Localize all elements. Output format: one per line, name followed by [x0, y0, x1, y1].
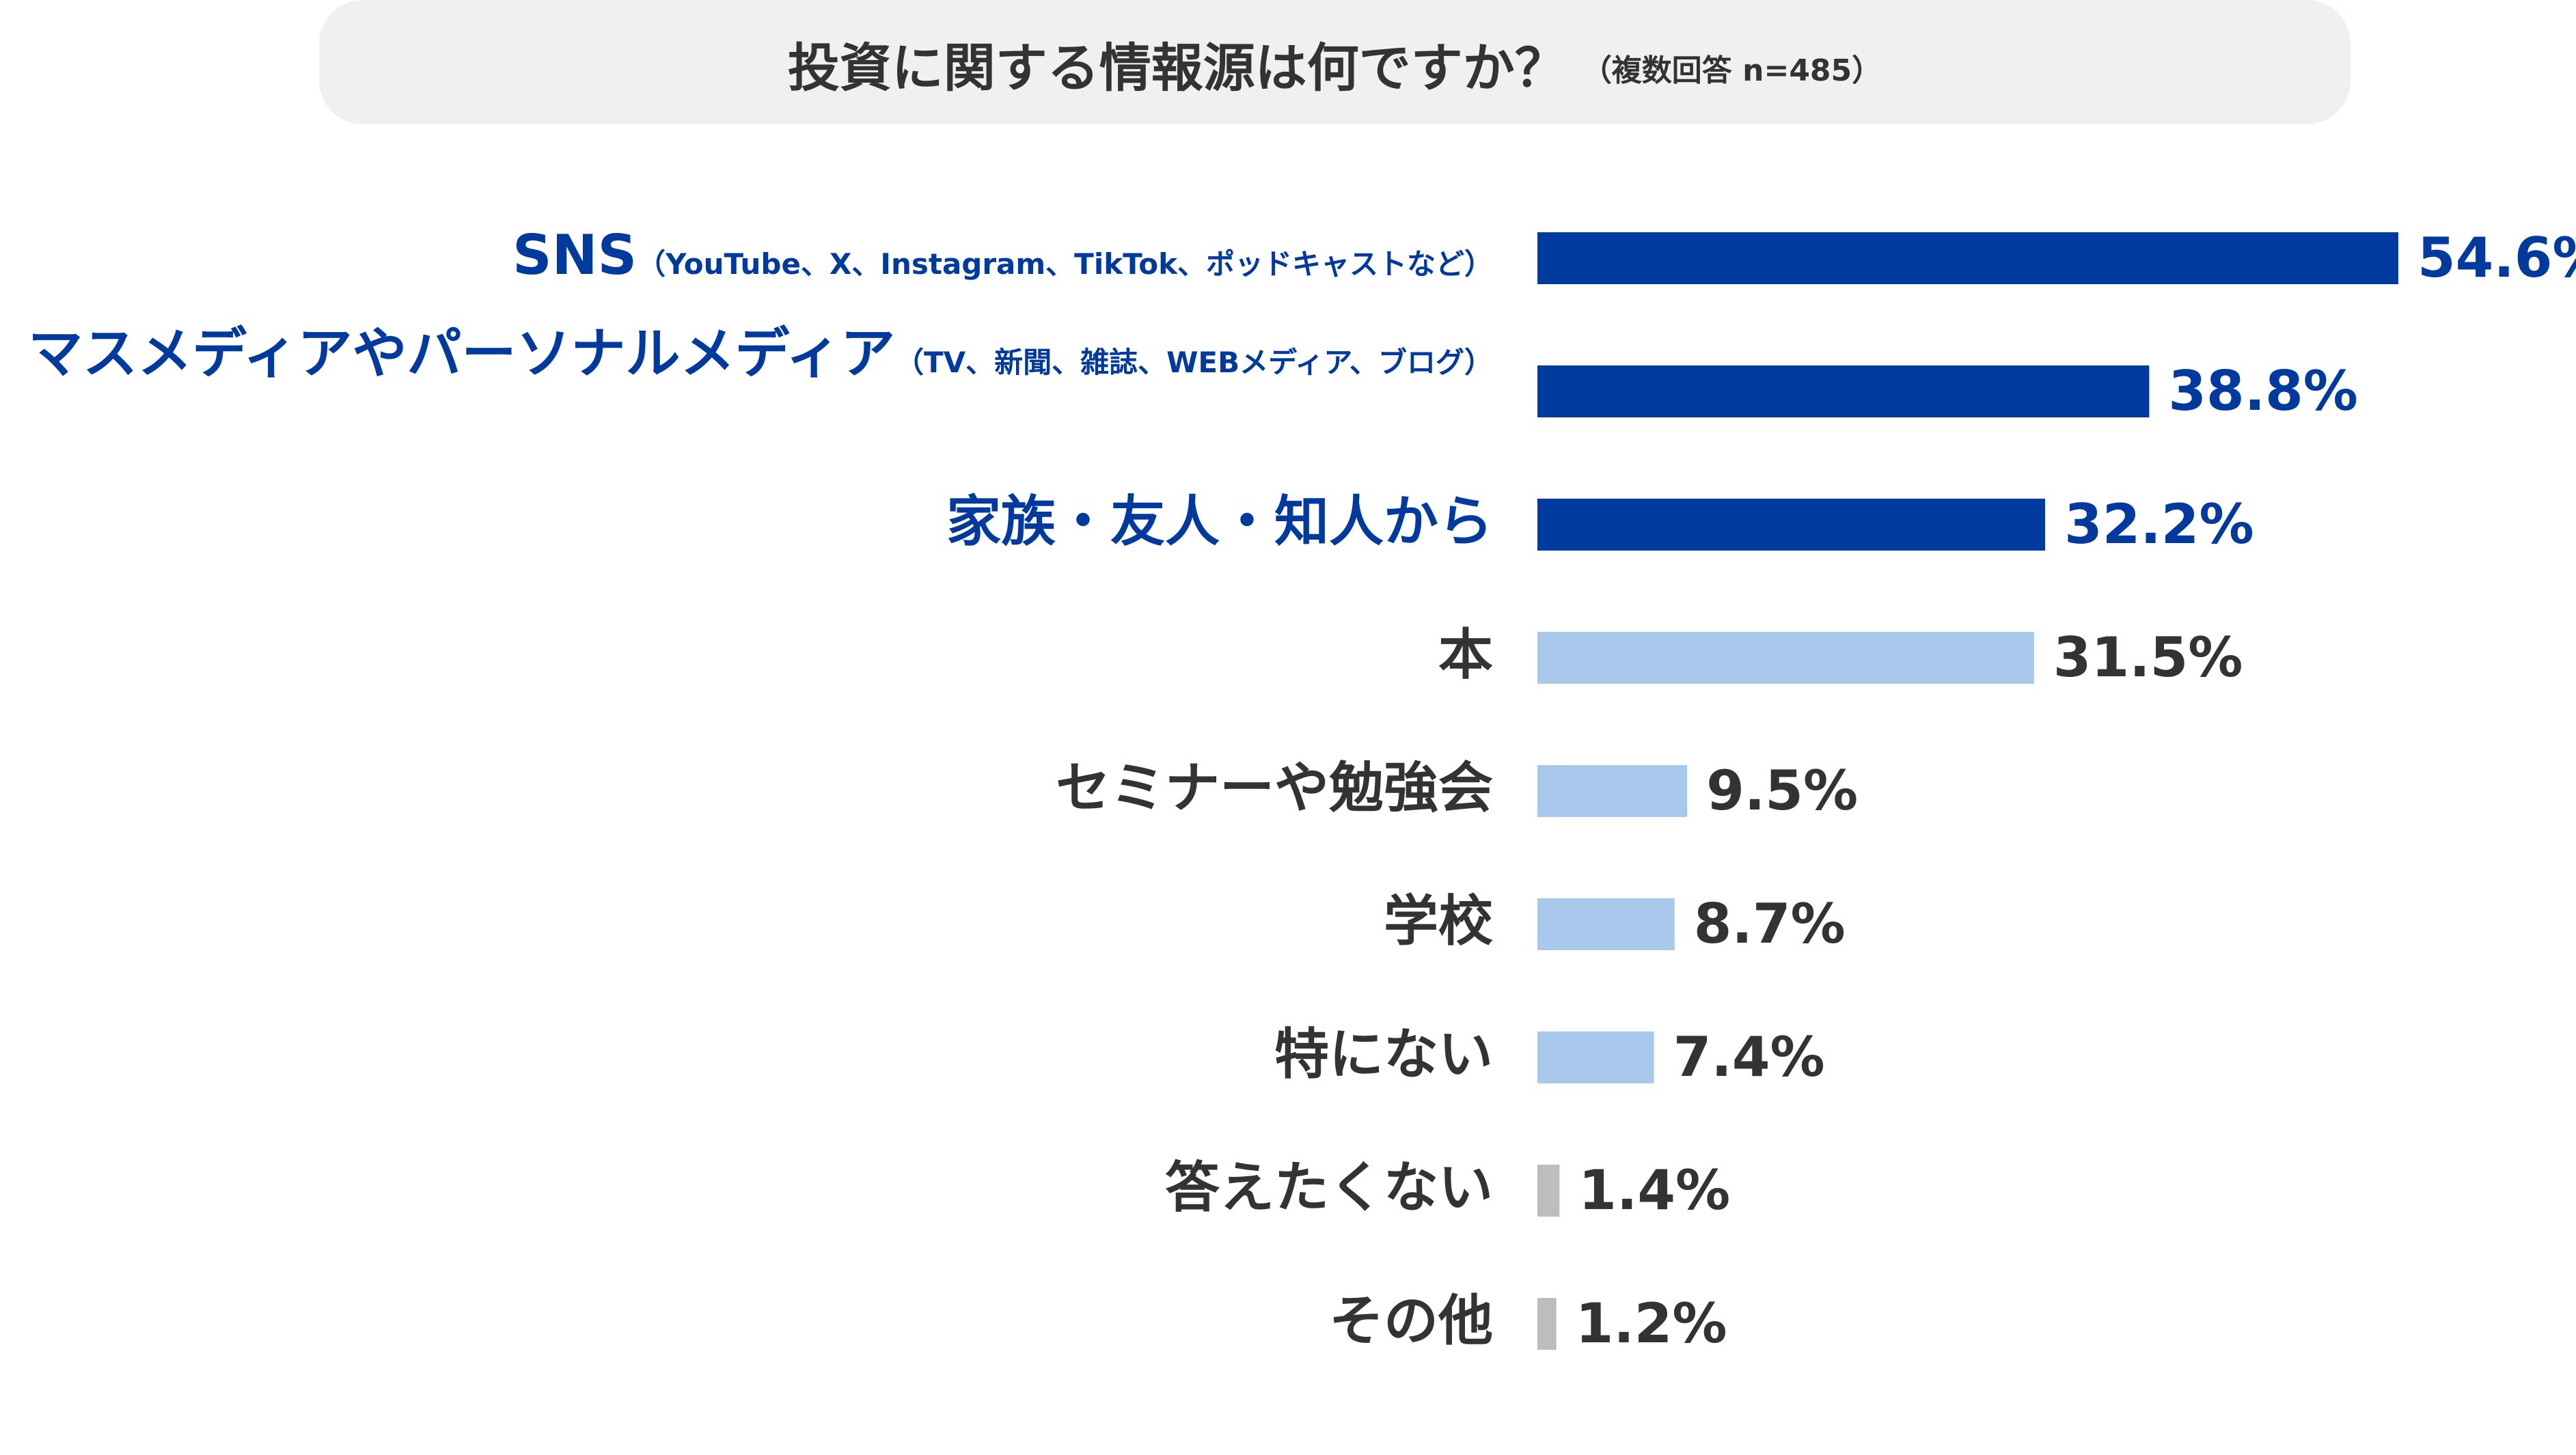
category-label: 特にない — [1274, 1023, 1493, 1086]
bar-7 — [1537, 1031, 1654, 1083]
bar-4 — [1537, 632, 2034, 684]
chart-title-box: 投資に関する情報源は何ですか？ （複数回答 n=485） — [319, 0, 2351, 124]
category-label-main: 本 — [1438, 623, 1493, 687]
bar-6 — [1537, 898, 1675, 950]
bar-value-label: 32.2% — [2064, 493, 2254, 556]
category-label: SNS（YouTube、X、Instagram、TikTok、ポッドキャストなど… — [512, 224, 1493, 287]
bar-9 — [1537, 1298, 1557, 1350]
category-label-main: 特にない — [1274, 1023, 1493, 1086]
category-label: 答えたくない — [1165, 1156, 1493, 1219]
category-label-main: その他 — [1329, 1289, 1493, 1353]
bar-value-label: 1.4% — [1578, 1159, 1731, 1222]
category-label: 学校 — [1384, 890, 1493, 953]
category-label: 本 — [1438, 624, 1493, 687]
bar-8 — [1537, 1165, 1560, 1217]
category-label-main: 学校 — [1384, 889, 1493, 953]
chart-title: 投資に関する情報源は何ですか？ — [787, 38, 1567, 98]
category-label: 家族・友人・知人から — [946, 490, 1493, 553]
category-label: マスメディアやパーソナルメディア（TV、新聞、雑誌、WEBメディア、ブログ） — [24, 327, 1493, 381]
bar-value-label: 54.6% — [2417, 226, 2576, 290]
bar-5 — [1537, 765, 1688, 817]
bar-3 — [1537, 499, 2046, 551]
category-label-main: 答えたくない — [1165, 1156, 1493, 1219]
category-label-note: （YouTube、X、Instagram、TikTok、ポッドキャストなど） — [637, 247, 1493, 281]
category-label-main: 家族・友人・知人から — [946, 490, 1493, 553]
bar-value-label: 1.2% — [1575, 1292, 1727, 1355]
bar-value-label: 9.5% — [1706, 759, 1859, 822]
bar-1 — [1537, 232, 2398, 284]
category-label-note: （TV、新聞、雑誌、WEBメディア、ブログ） — [894, 346, 1493, 379]
bar-value-label: 8.7% — [1693, 892, 1846, 956]
bar-value-label: 7.4% — [1673, 1025, 1825, 1089]
bar-2 — [1537, 365, 2150, 417]
category-label: セミナーや勉強会 — [1056, 757, 1493, 820]
category-label-main: セミナーや勉強会 — [1056, 756, 1493, 820]
bar-value-label: 31.5% — [2053, 626, 2243, 689]
category-label-main: SNS — [512, 223, 638, 287]
bar-value-label: 38.8% — [2168, 359, 2358, 423]
category-label: その他 — [1329, 1290, 1493, 1353]
chart-subtitle: （複数回答 n=485） — [1581, 53, 1882, 88]
category-label-main: マスメディアやパーソナルメディア — [28, 322, 895, 385]
